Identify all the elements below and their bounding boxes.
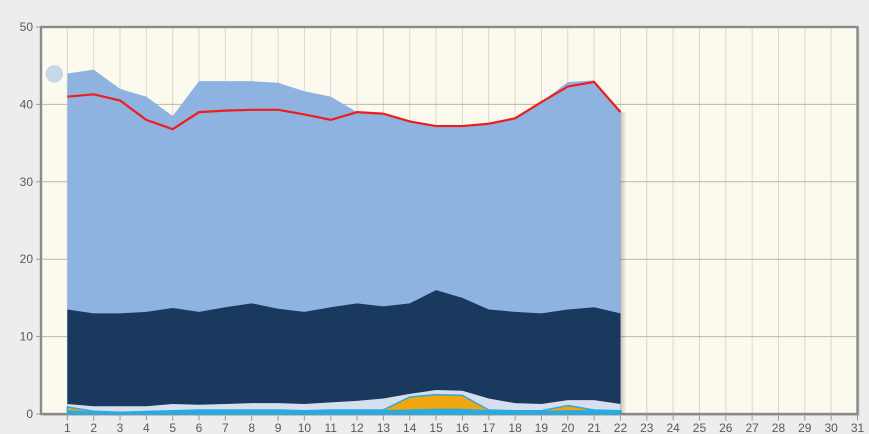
svg-text:8: 8 <box>248 421 255 434</box>
svg-text:2: 2 <box>90 421 97 434</box>
svg-text:15: 15 <box>429 421 443 434</box>
svg-text:6: 6 <box>196 421 203 434</box>
svg-text:0: 0 <box>26 407 33 421</box>
svg-text:12: 12 <box>350 421 364 434</box>
svg-text:27: 27 <box>745 421 759 434</box>
svg-text:14: 14 <box>403 421 417 434</box>
svg-text:7: 7 <box>222 421 229 434</box>
svg-text:29: 29 <box>798 421 812 434</box>
svg-text:30: 30 <box>20 175 34 189</box>
svg-text:40: 40 <box>20 97 34 111</box>
svg-text:1: 1 <box>64 421 71 434</box>
svg-text:20: 20 <box>561 421 575 434</box>
svg-text:31: 31 <box>851 421 865 434</box>
svg-text:10: 10 <box>298 421 312 434</box>
svg-text:24: 24 <box>666 421 680 434</box>
svg-text:26: 26 <box>719 421 733 434</box>
svg-text:28: 28 <box>772 421 786 434</box>
svg-text:18: 18 <box>508 421 522 434</box>
svg-text:10: 10 <box>20 330 34 344</box>
svg-text:3: 3 <box>117 421 124 434</box>
svg-text:5: 5 <box>169 421 176 434</box>
svg-text:17: 17 <box>482 421 496 434</box>
svg-text:19: 19 <box>535 421 549 434</box>
svg-text:21: 21 <box>587 421 601 434</box>
svg-text:16: 16 <box>456 421 470 434</box>
svg-text:9: 9 <box>275 421 282 434</box>
svg-text:4: 4 <box>143 421 150 434</box>
svg-text:22: 22 <box>614 421 628 434</box>
svg-text:13: 13 <box>377 421 391 434</box>
svg-text:25: 25 <box>693 421 707 434</box>
svg-text:11: 11 <box>324 421 337 434</box>
svg-text:30: 30 <box>824 421 838 434</box>
svg-text:20: 20 <box>20 252 34 266</box>
svg-text:50: 50 <box>20 20 34 34</box>
svg-text:23: 23 <box>640 421 654 434</box>
